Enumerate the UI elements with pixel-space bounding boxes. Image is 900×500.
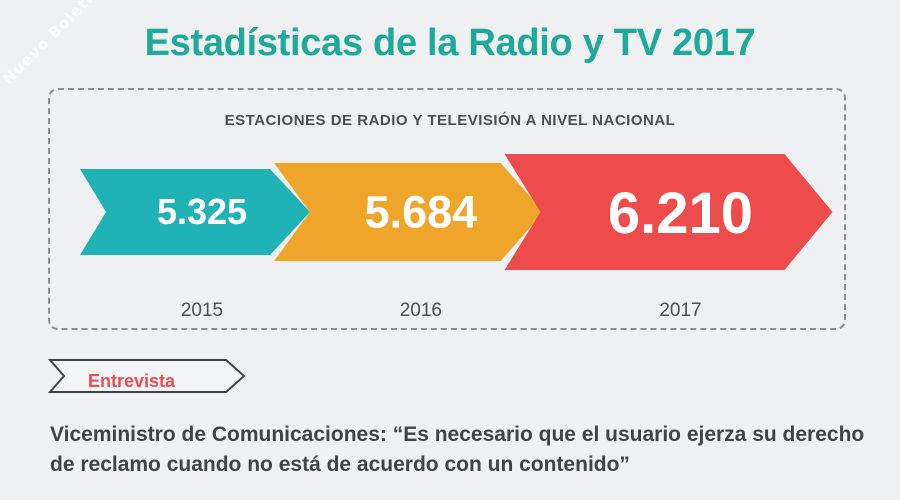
chart-title: ESTACIONES DE RADIO Y TELEVISIÓN A NIVEL… [224,112,676,129]
page-title: Estadísticas de la Radio y TV 2017 [144,22,756,64]
bar-2017 [504,154,833,270]
year-label-2016: 2016 [400,300,442,321]
value-label-2016: 5.684 [365,187,478,238]
bar-2015 [80,169,310,255]
tag-label: Entrevista [88,371,176,391]
year-label-2015: 2015 [181,300,223,321]
headline: Viceministro de Comunicaciones: “Es nece… [50,423,865,476]
tag-shape [48,359,246,393]
stats-panel [48,88,846,330]
value-label-2017: 6.210 [608,181,753,246]
year-label-2017: 2017 [659,300,701,321]
bar-2016 [274,162,544,262]
value-label-2015: 5.325 [157,191,247,232]
